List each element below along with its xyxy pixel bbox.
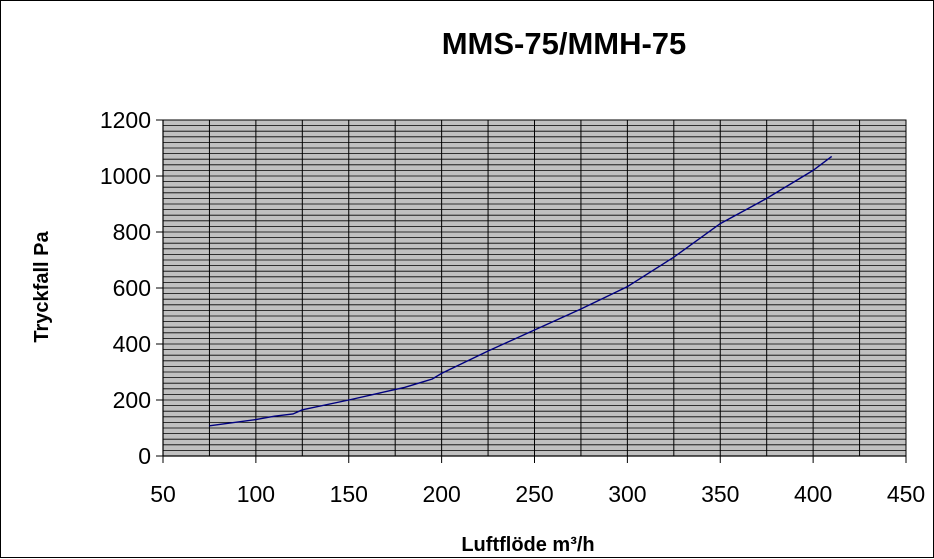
x-tick-label: 300: [608, 481, 646, 507]
grid: [162, 119, 907, 457]
y-tick-label: 800: [113, 219, 151, 245]
x-tick-labels: 50 100 150 200 250 300 350 400 450: [150, 481, 925, 507]
y-tick-labels: 0 200 400 600 800 1000 1200: [100, 107, 151, 469]
y-tick-label: 200: [113, 387, 151, 413]
y-axis-label: Tryckfall Pa: [31, 231, 53, 343]
y-tick-label: 0: [138, 443, 151, 469]
axes: [156, 119, 907, 463]
x-tick-label: 350: [701, 481, 739, 507]
x-tick-label: 50: [150, 481, 176, 507]
x-tick-label: 100: [237, 481, 275, 507]
x-tick-label: 200: [422, 481, 460, 507]
x-tick-label: 450: [887, 481, 925, 507]
series-group: [209, 155, 833, 427]
x-axis-label: Luftflöde m³/h: [461, 534, 594, 556]
chart-title: MMS-75/MMH-75: [442, 26, 687, 61]
x-tick-label: 400: [794, 481, 832, 507]
series-line: [209, 155, 833, 427]
y-tick-label: 1200: [100, 107, 151, 133]
x-tick-label: 250: [515, 481, 553, 507]
x-tick-label: 150: [330, 481, 368, 507]
y-tick-label: 400: [113, 331, 151, 357]
y-tick-label: 600: [113, 275, 151, 301]
y-tick-label: 1000: [100, 163, 151, 189]
